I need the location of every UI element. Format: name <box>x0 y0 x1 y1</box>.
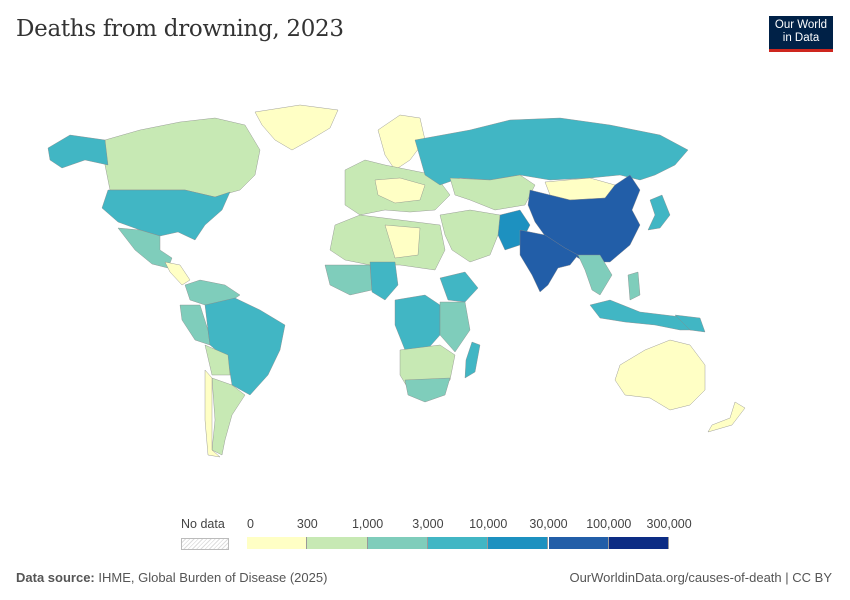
country-canada[interactable] <box>104 117 261 198</box>
legend-bin[interactable] <box>548 537 609 549</box>
source-text: IHME, Global Burden of Disease (2025) <box>98 570 328 585</box>
country-chile[interactable] <box>204 369 221 458</box>
country-argentina[interactable] <box>211 377 246 456</box>
legend-bin[interactable] <box>488 537 549 549</box>
legend-no-data-label: No data <box>181 517 225 531</box>
footer-link: OurWorldinData.org/causes-of-death | CC … <box>569 570 832 585</box>
country-mexico[interactable] <box>117 227 173 269</box>
country-madagascar[interactable] <box>464 341 481 379</box>
legend-bin[interactable] <box>608 537 670 549</box>
country-southeast-asia[interactable] <box>577 254 613 296</box>
source-link[interactable]: OurWorldinData.org/causes-of-death <box>569 570 782 585</box>
country-greenland[interactable] <box>254 104 339 151</box>
country-usa-alaska[interactable] <box>47 134 109 169</box>
country-usa[interactable] <box>101 189 231 241</box>
country-central-america[interactable] <box>164 261 191 286</box>
country-west-africa[interactable] <box>324 264 373 296</box>
country-peru[interactable] <box>179 304 211 346</box>
legend-tick-label: 30,000 <box>529 517 568 531</box>
legend-bin[interactable] <box>427 537 489 549</box>
country-north-africa[interactable] <box>329 214 446 271</box>
country-south-africa[interactable] <box>404 377 451 403</box>
legend-bin[interactable] <box>367 537 428 549</box>
legend-tick-label: 3,000 <box>412 517 444 531</box>
country-new-zealand[interactable] <box>707 401 746 433</box>
country-china[interactable] <box>527 174 641 263</box>
country-middle-east[interactable] <box>439 209 501 263</box>
legend-tick-label: 300 <box>296 517 318 531</box>
country-india[interactable] <box>519 229 579 293</box>
legend-bin[interactable] <box>307 537 368 549</box>
country-east-africa[interactable] <box>439 301 471 353</box>
legend-bin[interactable] <box>247 537 308 549</box>
country-scandinavia[interactable] <box>377 114 426 171</box>
source-label: Data source: <box>16 570 95 585</box>
logo-line2: in Data <box>782 32 820 44</box>
country-europe-central[interactable] <box>374 177 426 204</box>
legend-no-data-swatch <box>181 538 229 550</box>
country-philippines[interactable] <box>627 271 641 301</box>
license-link[interactable]: CC BY <box>792 570 832 585</box>
country-indonesia[interactable] <box>589 299 701 331</box>
country-drc[interactable] <box>394 294 441 353</box>
country-australia[interactable] <box>614 339 706 411</box>
footer-source: Data source: IHME, Global Burden of Dise… <box>16 570 327 585</box>
logo-line1: Our World <box>774 19 828 31</box>
legend-tick-label: 0 <box>247 517 254 531</box>
country-ethiopia[interactable] <box>439 271 479 303</box>
country-russia[interactable] <box>414 117 689 186</box>
country-japan[interactable] <box>647 194 671 231</box>
country-brazil[interactable] <box>204 297 286 396</box>
legend-tick-label: 1,000 <box>351 517 384 531</box>
owid-logo[interactable]: Our World in Data <box>769 16 833 52</box>
country-papua-new-guinea[interactable] <box>674 314 706 333</box>
legend-tick-label: 10,000 <box>469 517 508 531</box>
country-nigeria[interactable] <box>369 261 399 301</box>
page-title: Deaths from drowning, 2023 <box>16 16 344 42</box>
country-bolivia[interactable] <box>204 344 231 376</box>
legend-tick-label: 100,000 <box>586 517 632 531</box>
country-libya-algeria[interactable] <box>384 224 421 259</box>
country-kazakhstan[interactable] <box>449 174 536 211</box>
legend-tick-label: 300,000 <box>646 517 692 531</box>
